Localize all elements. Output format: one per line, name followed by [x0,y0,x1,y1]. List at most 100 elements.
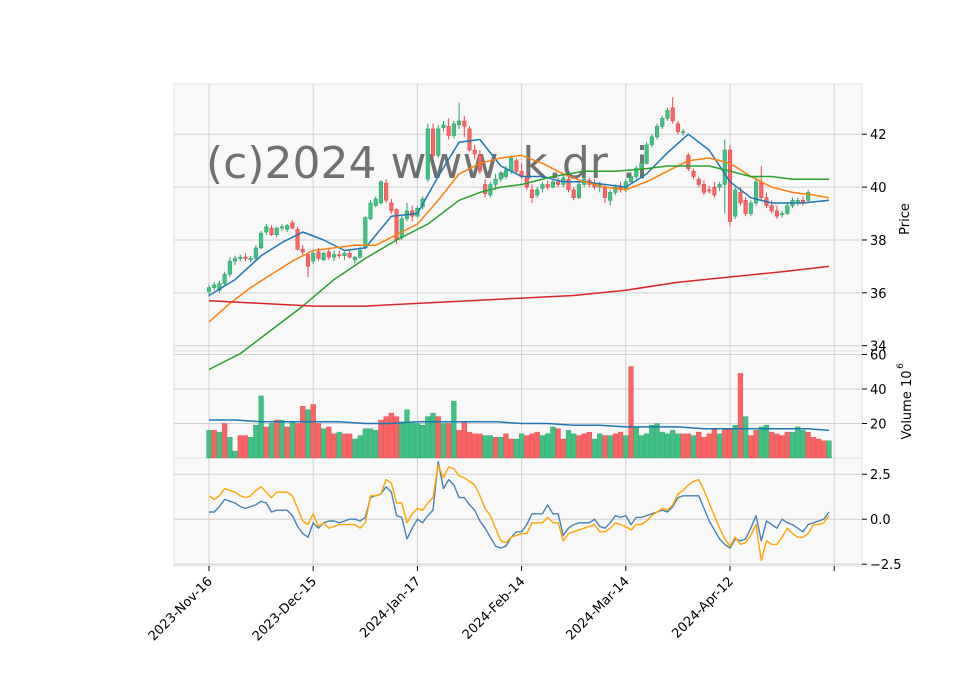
volume-bar [586,431,592,459]
candle-body [780,213,785,215]
volume-bar [477,433,483,459]
candle-body [540,184,545,189]
moving-average-line [208,265,830,307]
indicator-tick-label: 0.0 [870,513,891,528]
candle-body [556,181,561,185]
volume-bar [300,406,306,459]
candle-body [259,233,264,249]
volume-bar [555,428,561,459]
price-tick-label: 42 [870,128,887,143]
volume-bar [737,373,744,459]
candle-body [436,128,441,156]
candle-body [430,128,436,156]
candle-body [701,184,707,193]
volume-bar [461,421,467,459]
candle-body [279,226,284,229]
volume-bar [315,423,322,459]
volume-bar [716,433,723,459]
volume-bar [492,437,499,459]
volume-bar [576,435,582,459]
volume-bar [701,437,707,459]
candle-body [743,200,748,214]
volume-bar [779,435,785,459]
volume-bar [617,431,624,459]
volume-bar [680,433,686,459]
volume-bar [685,433,691,459]
candle-body [535,189,540,196]
volume-bar [774,433,780,459]
volume-bar [664,433,671,459]
indicator-line [208,464,830,562]
candle-body [769,205,774,212]
indicator-line [209,460,830,549]
candle-body [274,227,279,235]
candle-body [529,189,535,198]
volume-bar [258,395,264,459]
volume-bar [565,430,572,459]
candle-body [321,252,326,261]
volume-bar [706,433,712,459]
volume-bar [446,423,452,459]
candle-body [399,218,404,238]
candle-body [675,123,680,132]
volume-bar [242,435,249,459]
candle-body [389,202,394,212]
volume-bar [404,409,410,459]
volume-bar [607,435,613,459]
volume-bar [545,433,551,459]
candle-body [691,170,696,177]
volume-bar [378,419,384,459]
candle-body [253,247,258,259]
volume-bar [456,430,462,459]
volume-bar [294,423,301,459]
x-tick-label: 2023-Dec-15 [250,574,320,644]
candle-body [754,181,759,204]
volume-bar [206,430,212,459]
volume-bar [248,437,254,459]
volume-bar [784,431,790,459]
price-tick-label: 36 [870,287,887,302]
volume-bar [654,423,660,459]
candle-body [566,178,571,190]
candle-body [696,178,701,185]
volume-bar [800,430,806,459]
volume-bar [357,435,363,459]
volume-bar [414,423,421,459]
candle-body [331,254,337,258]
volume-bar [232,450,238,459]
volume-bar [560,438,566,459]
candle-body [290,222,295,229]
volume-bar [826,440,832,459]
candle-body [665,110,670,119]
volume-bar [769,431,775,459]
volume-axis-label: Volume 10 [900,370,915,439]
price-tick-label: 40 [870,181,887,196]
candle-body [509,157,514,172]
volume-bar [482,435,488,459]
volume-bar [649,425,655,459]
volume-bar [670,430,676,459]
candle-body [384,182,389,201]
volume-bar [675,433,681,459]
candle-body [722,149,727,185]
candle-body [571,189,576,198]
candle-body [681,131,686,133]
volume-bar [805,431,811,459]
price-tick-label: 38 [870,234,887,249]
candle-body [655,126,660,138]
candle-body [358,250,363,258]
volume-bar [222,423,228,459]
volume-bar [487,435,493,459]
volume-bar [550,426,556,459]
volume-bar [753,430,759,459]
candle-body [446,126,451,136]
candle-body [222,274,227,284]
volume-bar [435,416,441,459]
candle-body [352,256,357,261]
candle-body [347,252,352,258]
candle-body [498,173,503,180]
price-axis-label: Price [898,203,913,235]
volume-bar [758,426,764,459]
volume-bar [743,416,749,459]
